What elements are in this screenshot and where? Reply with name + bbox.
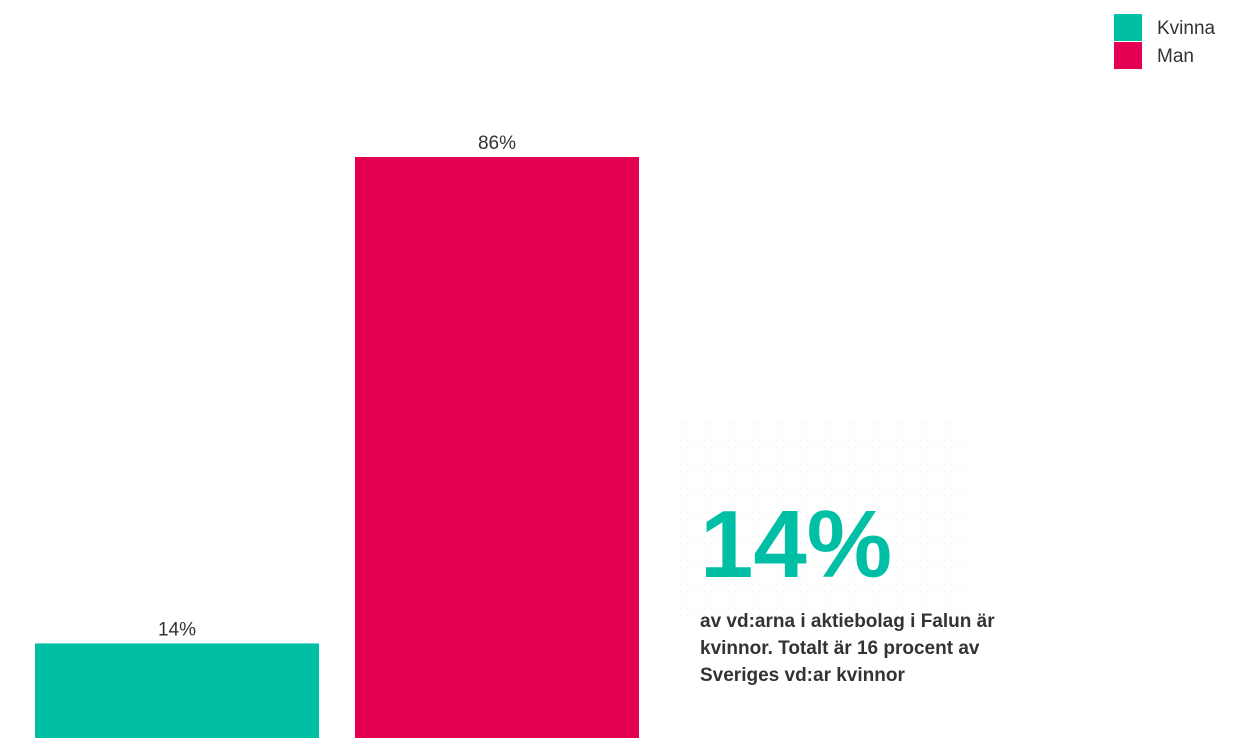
annotation-text: av vd:arna i aktiebolag i Falun är kvinno… [700,611,995,686]
bar [355,157,639,738]
annotation-background [680,420,965,620]
value-label: 14% [158,619,196,640]
legend-label: Kvinna [1157,18,1216,39]
legend-swatch [1114,14,1142,41]
legend-label: Man [1157,46,1194,67]
annotation-headline: 14% [700,491,892,598]
bar [35,643,319,738]
annotation-line: av vd:arna i aktiebolag i Falun är [700,611,995,632]
value-label: 86% [478,133,516,154]
legend-swatch [1114,42,1142,69]
annotation-line: kvinnor. Totalt är 16 procent av [700,638,980,659]
annotation-line: Sveriges vd:ar kvinnor [700,665,905,686]
